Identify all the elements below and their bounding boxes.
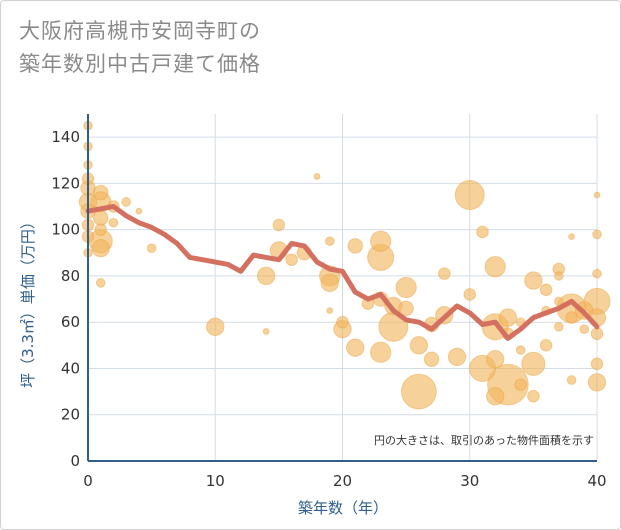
tick-labels: 0 10 20 30 40 0 20 40 60 80 100 120 140 xyxy=(51,128,606,490)
average-price-line xyxy=(85,204,600,341)
bubble-point xyxy=(92,184,109,201)
bubble-point xyxy=(135,207,143,215)
bubble-point xyxy=(590,357,604,371)
bubble-point xyxy=(454,179,485,210)
chart-title: 大阪府高槻市安岡寺町の 築年数別中古戸建て価格 xyxy=(19,15,261,81)
bubble-point xyxy=(91,238,110,258)
bubble-point xyxy=(527,389,540,403)
bubble-point xyxy=(262,328,270,335)
x-axis-title: 築年数（年） xyxy=(298,499,388,517)
bubble-point xyxy=(498,308,518,327)
bubble-point xyxy=(566,375,577,385)
y-tick-label: 40 xyxy=(61,359,80,377)
bubble-point xyxy=(370,230,392,252)
chart-title-line-1: 大阪府高槻市安岡寺町の xyxy=(19,19,261,43)
bubble-point xyxy=(206,317,225,337)
bubble-point xyxy=(515,345,526,355)
bubble-point xyxy=(553,321,564,332)
bubble-point xyxy=(592,268,602,279)
y-tick-label: 120 xyxy=(51,174,80,192)
bubble-point xyxy=(256,266,276,286)
bubble-point xyxy=(438,267,451,280)
bubble-point xyxy=(320,273,339,293)
bubble-point xyxy=(593,191,601,199)
bubble-point xyxy=(568,233,575,241)
y-tick-label: 0 xyxy=(70,452,80,470)
bubble-point xyxy=(398,300,414,317)
bubble-point xyxy=(108,217,119,228)
y-tick-label: 140 xyxy=(51,128,80,146)
bubble-point xyxy=(476,225,489,239)
bubble-point xyxy=(463,288,477,301)
bubble-point xyxy=(539,283,553,297)
x-tick-label: 40 xyxy=(587,472,606,490)
bubble-point xyxy=(395,276,417,299)
bubble-point xyxy=(423,351,440,367)
y-tick-label: 60 xyxy=(61,313,80,331)
bubble-point xyxy=(524,271,543,290)
bubble-point xyxy=(370,341,392,363)
bubble-point xyxy=(346,338,365,357)
bubble-point xyxy=(336,315,349,329)
y-tick-label: 100 xyxy=(51,221,80,239)
bubble-point xyxy=(486,387,505,406)
bubble-point xyxy=(539,339,553,352)
bubble-point xyxy=(514,378,527,391)
bubble-point xyxy=(326,307,334,315)
bubble-point xyxy=(553,271,564,281)
x-tick-label: 10 xyxy=(206,472,225,490)
x-tick-label: 20 xyxy=(333,472,352,490)
bubble-point xyxy=(521,351,546,376)
chart-title-line-2: 築年数別中古戸建て価格 xyxy=(19,52,261,76)
bubble-point xyxy=(400,373,437,410)
y-axis-title: 坪（3.3㎡）単価（万円） xyxy=(19,214,37,388)
bubble-point xyxy=(313,173,321,180)
bubble-point xyxy=(92,210,109,226)
bubble-point xyxy=(447,347,467,367)
bubble-series xyxy=(78,120,611,410)
x-tick-label: 30 xyxy=(460,472,479,490)
bubble-point xyxy=(565,311,578,324)
bubble-point xyxy=(347,238,363,254)
bubble-point xyxy=(579,324,590,334)
bubble-point xyxy=(146,243,157,254)
bubble-point xyxy=(486,350,505,369)
size-legend-note: 円の大きさは、取引のあった物件面積を示す xyxy=(374,433,594,447)
grid xyxy=(87,114,598,462)
bubble-point xyxy=(94,223,108,236)
y-tick-label: 80 xyxy=(61,267,80,285)
bubble-point xyxy=(95,278,106,288)
bubble-point xyxy=(587,373,607,392)
bubble-point xyxy=(324,236,335,247)
bubble-point xyxy=(484,256,506,278)
bubble-point xyxy=(592,229,602,240)
bubble-point xyxy=(121,197,132,207)
bubble-point xyxy=(409,336,429,355)
bubble-point xyxy=(272,218,286,232)
y-tick-label: 20 xyxy=(61,406,80,424)
bubble-point xyxy=(285,253,298,267)
axes xyxy=(87,114,597,462)
trend-line-series xyxy=(85,204,600,341)
x-tick-label: 0 xyxy=(83,472,93,490)
bubble-point xyxy=(590,327,604,341)
